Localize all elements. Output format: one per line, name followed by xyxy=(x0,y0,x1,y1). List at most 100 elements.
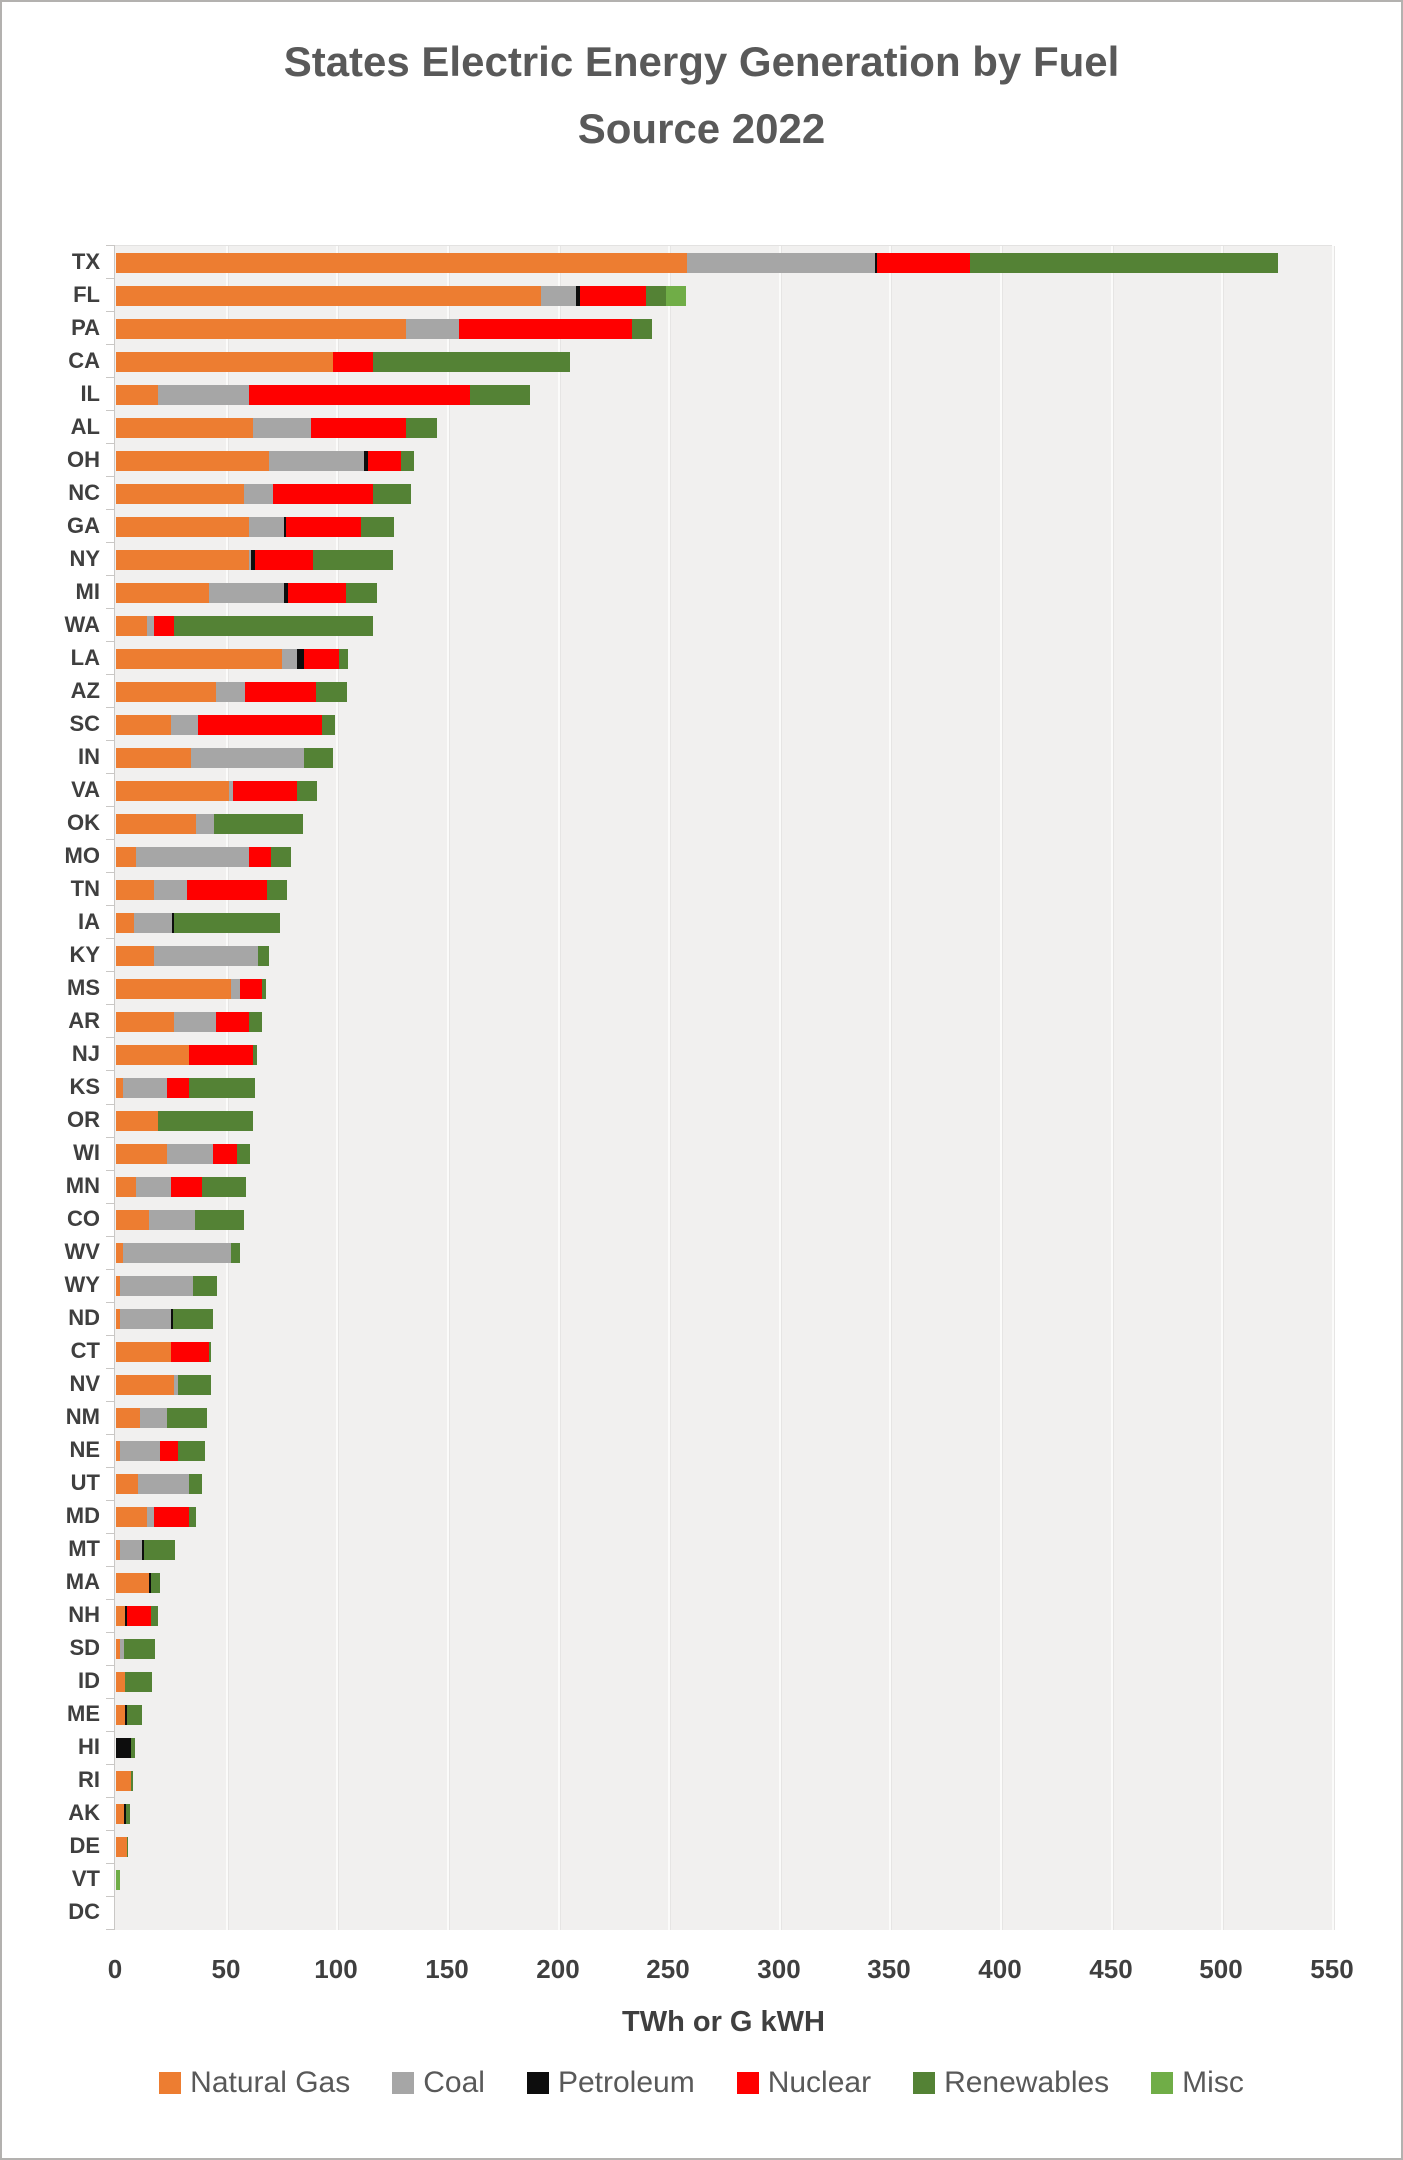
bar-segment-renewables xyxy=(267,880,287,900)
y-axis-tick xyxy=(106,740,115,741)
y-axis-tick xyxy=(106,1797,115,1798)
y-axis-tick xyxy=(106,1599,115,1600)
bar-segment-nuclear xyxy=(171,1342,209,1362)
bar-segment-natural-gas xyxy=(116,1837,127,1857)
bar-segment-coal xyxy=(196,814,214,834)
y-axis-tick xyxy=(106,1467,115,1468)
bar-segment-coal xyxy=(120,1441,160,1461)
x-tick-label-200: 200 xyxy=(536,1954,580,1984)
bar-segment-coal xyxy=(174,1375,178,1395)
bar-segment-coal xyxy=(149,1210,195,1230)
bar-segment-petroleum xyxy=(297,649,304,669)
x-tick-label-300: 300 xyxy=(757,1954,801,1984)
bar-segment-renewables xyxy=(297,781,317,801)
bar-row-ok xyxy=(116,814,303,834)
bar-segment-petroleum xyxy=(124,1804,126,1824)
y-axis-label-nj: NJ xyxy=(71,1041,100,1066)
y-axis-tick xyxy=(106,806,115,807)
bar-segment-renewables xyxy=(158,1111,253,1131)
y-axis-tick xyxy=(106,344,115,345)
y-axis-label-sd: SD xyxy=(69,1635,100,1660)
gridline xyxy=(1000,246,1003,1930)
bar-segment-coal xyxy=(138,1474,189,1494)
bar-segment-natural-gas xyxy=(116,583,209,603)
y-axis-label-az: AZ xyxy=(70,678,100,703)
bar-row-vt xyxy=(116,1870,120,1890)
legend-label: Petroleum xyxy=(557,2066,695,2099)
y-axis-tick xyxy=(106,278,115,279)
gridline xyxy=(1221,246,1224,1930)
bar-segment-petroleum xyxy=(125,1705,127,1725)
bar-segment-natural-gas xyxy=(116,715,171,735)
y-axis-tick xyxy=(106,641,115,642)
bar-segment-natural-gas xyxy=(116,1375,174,1395)
bar-segment-coal xyxy=(154,946,258,966)
bar-segment-petroleum xyxy=(284,517,286,537)
bar-segment-nuclear xyxy=(304,649,339,669)
y-axis-tick xyxy=(106,839,115,840)
bar-segment-renewables xyxy=(401,451,414,471)
bar-segment-nuclear xyxy=(171,1177,202,1197)
bar-row-ia xyxy=(116,913,280,933)
bar-segment-nuclear xyxy=(127,1606,151,1626)
bar-segment-coal xyxy=(123,1243,231,1263)
bar-segment-natural-gas xyxy=(116,550,249,570)
bar-segment-natural-gas xyxy=(116,517,249,537)
bar-segment-nuclear xyxy=(216,1012,249,1032)
bar-segment-natural-gas xyxy=(116,682,216,702)
bar-segment-renewables xyxy=(126,1804,130,1824)
bar-segment-nuclear xyxy=(286,517,361,537)
bar-segment-natural-gas xyxy=(116,649,282,669)
bar-segment-renewables xyxy=(124,1639,155,1659)
y-axis-label-tn: TN xyxy=(70,876,100,901)
bar-row-la xyxy=(116,649,348,669)
x-tick-label-500: 500 xyxy=(1199,1954,1243,1984)
legend-item-coal: Coal xyxy=(392,2068,485,2098)
y-axis-label-ri: RI xyxy=(78,1767,100,1792)
bar-segment-renewables xyxy=(189,1507,196,1527)
bar-segment-natural-gas xyxy=(116,1276,120,1296)
chart-title: States Electric Energy Generation by Fue… xyxy=(283,38,1120,153)
y-axis-tick xyxy=(106,938,115,939)
gridline xyxy=(668,246,671,1930)
x-tick-label-250: 250 xyxy=(646,1954,690,1984)
bar-row-mt xyxy=(116,1540,175,1560)
y-axis-label-wy: WY xyxy=(64,1272,100,1297)
y-axis-tick xyxy=(106,1236,115,1237)
gridline xyxy=(336,246,339,1930)
bar-segment-nuclear xyxy=(368,451,401,471)
bar-segment-renewables xyxy=(632,319,652,339)
bar-row-sd xyxy=(116,1639,155,1659)
legend-label: Natural Gas xyxy=(190,2066,351,2099)
bar-segment-coal xyxy=(244,484,273,504)
bar-segment-coal xyxy=(249,517,284,537)
y-axis-label-fl: FL xyxy=(73,282,100,307)
y-axis-label-tx: TX xyxy=(71,249,100,274)
y-axis-tick xyxy=(106,1170,115,1171)
y-axis-tick xyxy=(106,1566,115,1567)
y-axis-tick xyxy=(106,1004,115,1005)
y-axis-tick xyxy=(106,1401,115,1402)
legend-item-misc: Misc xyxy=(1151,2068,1244,2098)
y-axis-label-pa: PA xyxy=(71,315,100,340)
y-axis-tick xyxy=(106,1070,115,1071)
bar-segment-natural-gas xyxy=(116,1639,120,1659)
bar-segment-misc xyxy=(116,1870,120,1890)
y-axis-label-nh: NH xyxy=(68,1602,100,1627)
y-axis-label-ok: OK xyxy=(67,810,100,835)
bar-segment-nuclear xyxy=(233,781,297,801)
bar-segment-misc xyxy=(666,286,686,306)
plot-area xyxy=(115,245,1335,1930)
y-axis-tick xyxy=(106,1830,115,1831)
legend-swatch-renewables xyxy=(913,2072,936,2094)
bar-segment-natural-gas xyxy=(116,352,333,372)
bar-segment-natural-gas xyxy=(116,1408,140,1428)
bar-segment-renewables xyxy=(131,1738,135,1758)
bar-segment-nuclear xyxy=(187,880,267,900)
y-axis-tick xyxy=(106,674,115,675)
y-axis-label-in: IN xyxy=(78,744,100,769)
bar-row-in xyxy=(116,748,333,768)
y-axis-tick xyxy=(106,1500,115,1501)
bar-segment-coal xyxy=(229,781,233,801)
bar-row-ca xyxy=(116,352,570,372)
